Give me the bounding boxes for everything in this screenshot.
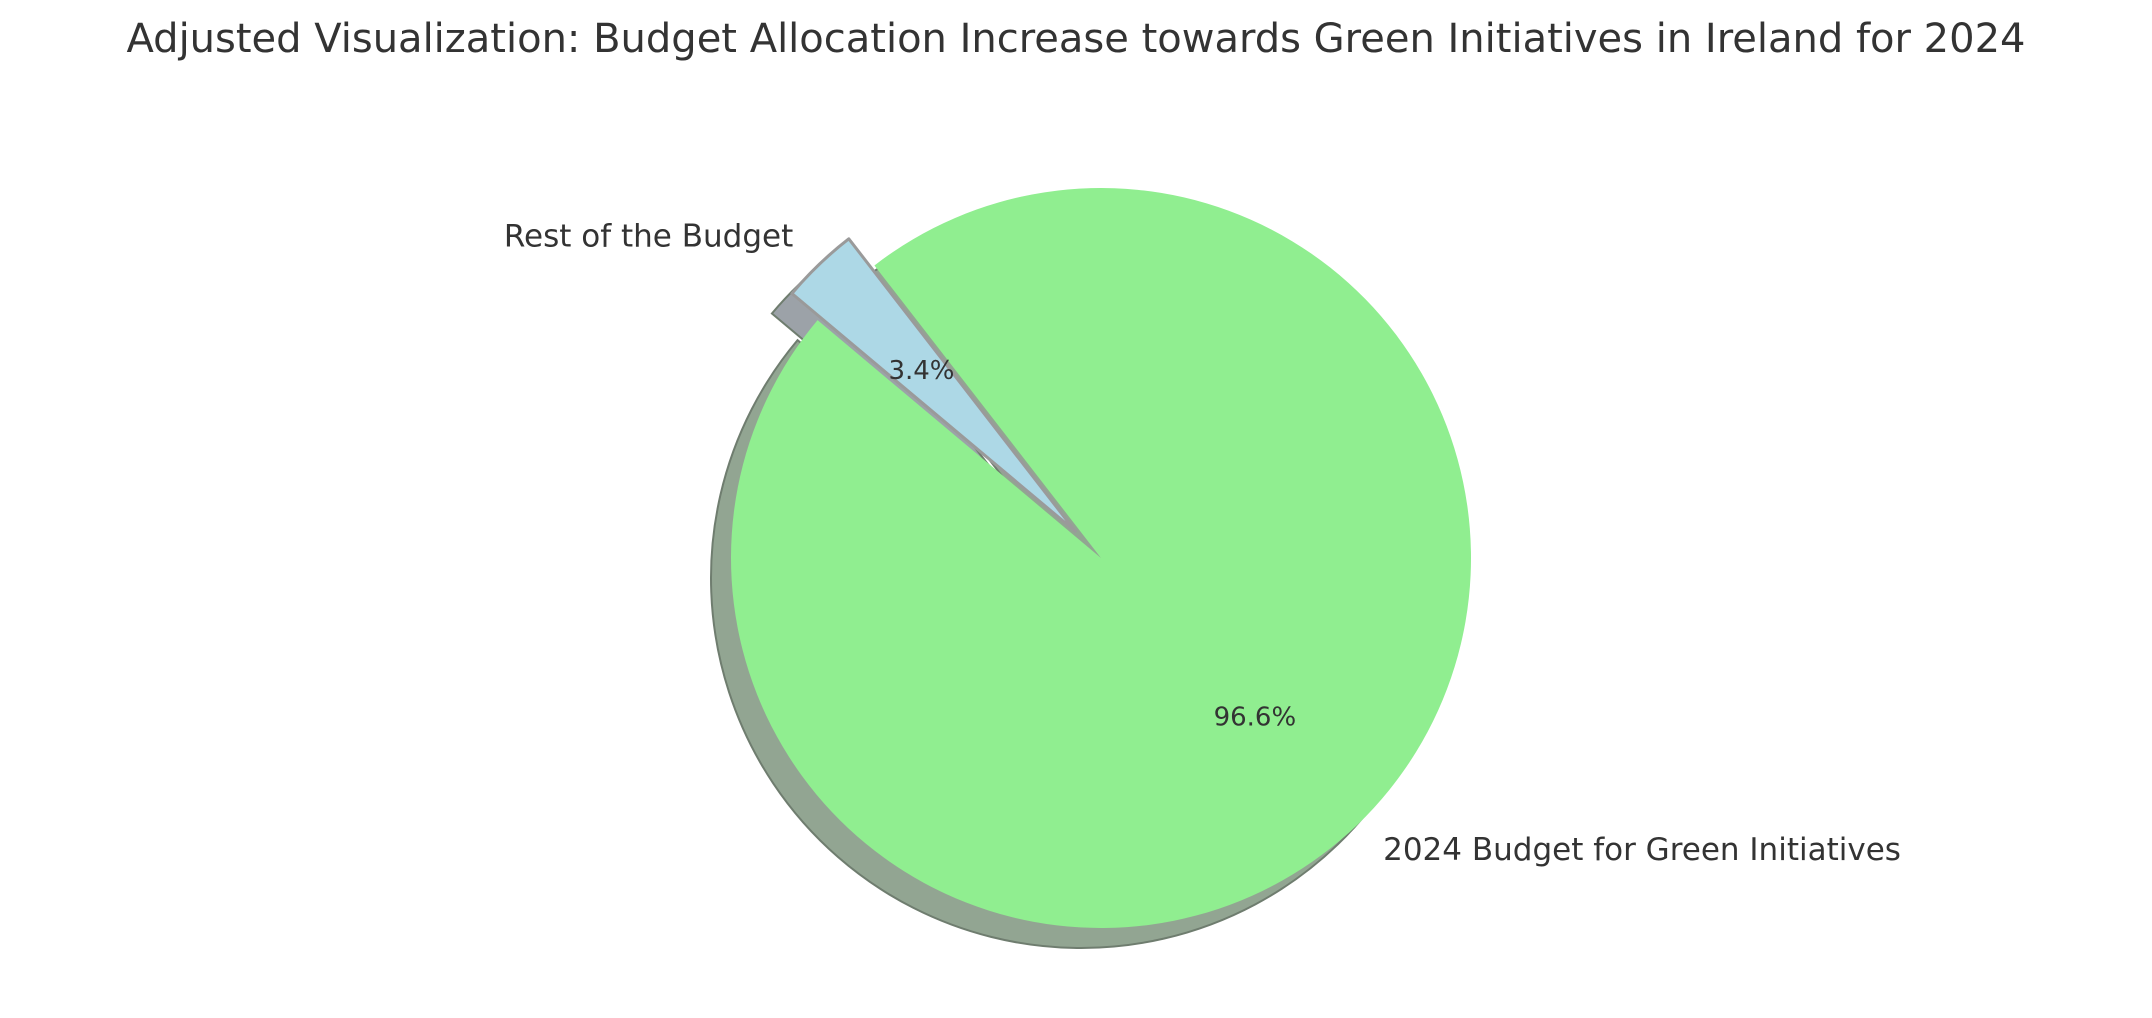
pie-pct-label-1: 3.4% bbox=[888, 356, 954, 386]
chart-title: Adjusted Visualization: Budget Allocatio… bbox=[127, 16, 2026, 62]
pie-slice-layer bbox=[730, 187, 1472, 928]
pie-label-layer: 2024 Budget for Green Initiatives 96.6% Re… bbox=[504, 218, 1901, 867]
pie-slice-0 bbox=[730, 187, 1472, 928]
pie-slice-1 bbox=[790, 237, 1077, 533]
pie-slice-label-0: 2024 Budget for Green Initiatives bbox=[1383, 832, 1901, 868]
pie-slice-label-1: Rest of the Budget bbox=[504, 218, 793, 254]
pie-pct-label-0: 96.6% bbox=[1214, 703, 1297, 733]
